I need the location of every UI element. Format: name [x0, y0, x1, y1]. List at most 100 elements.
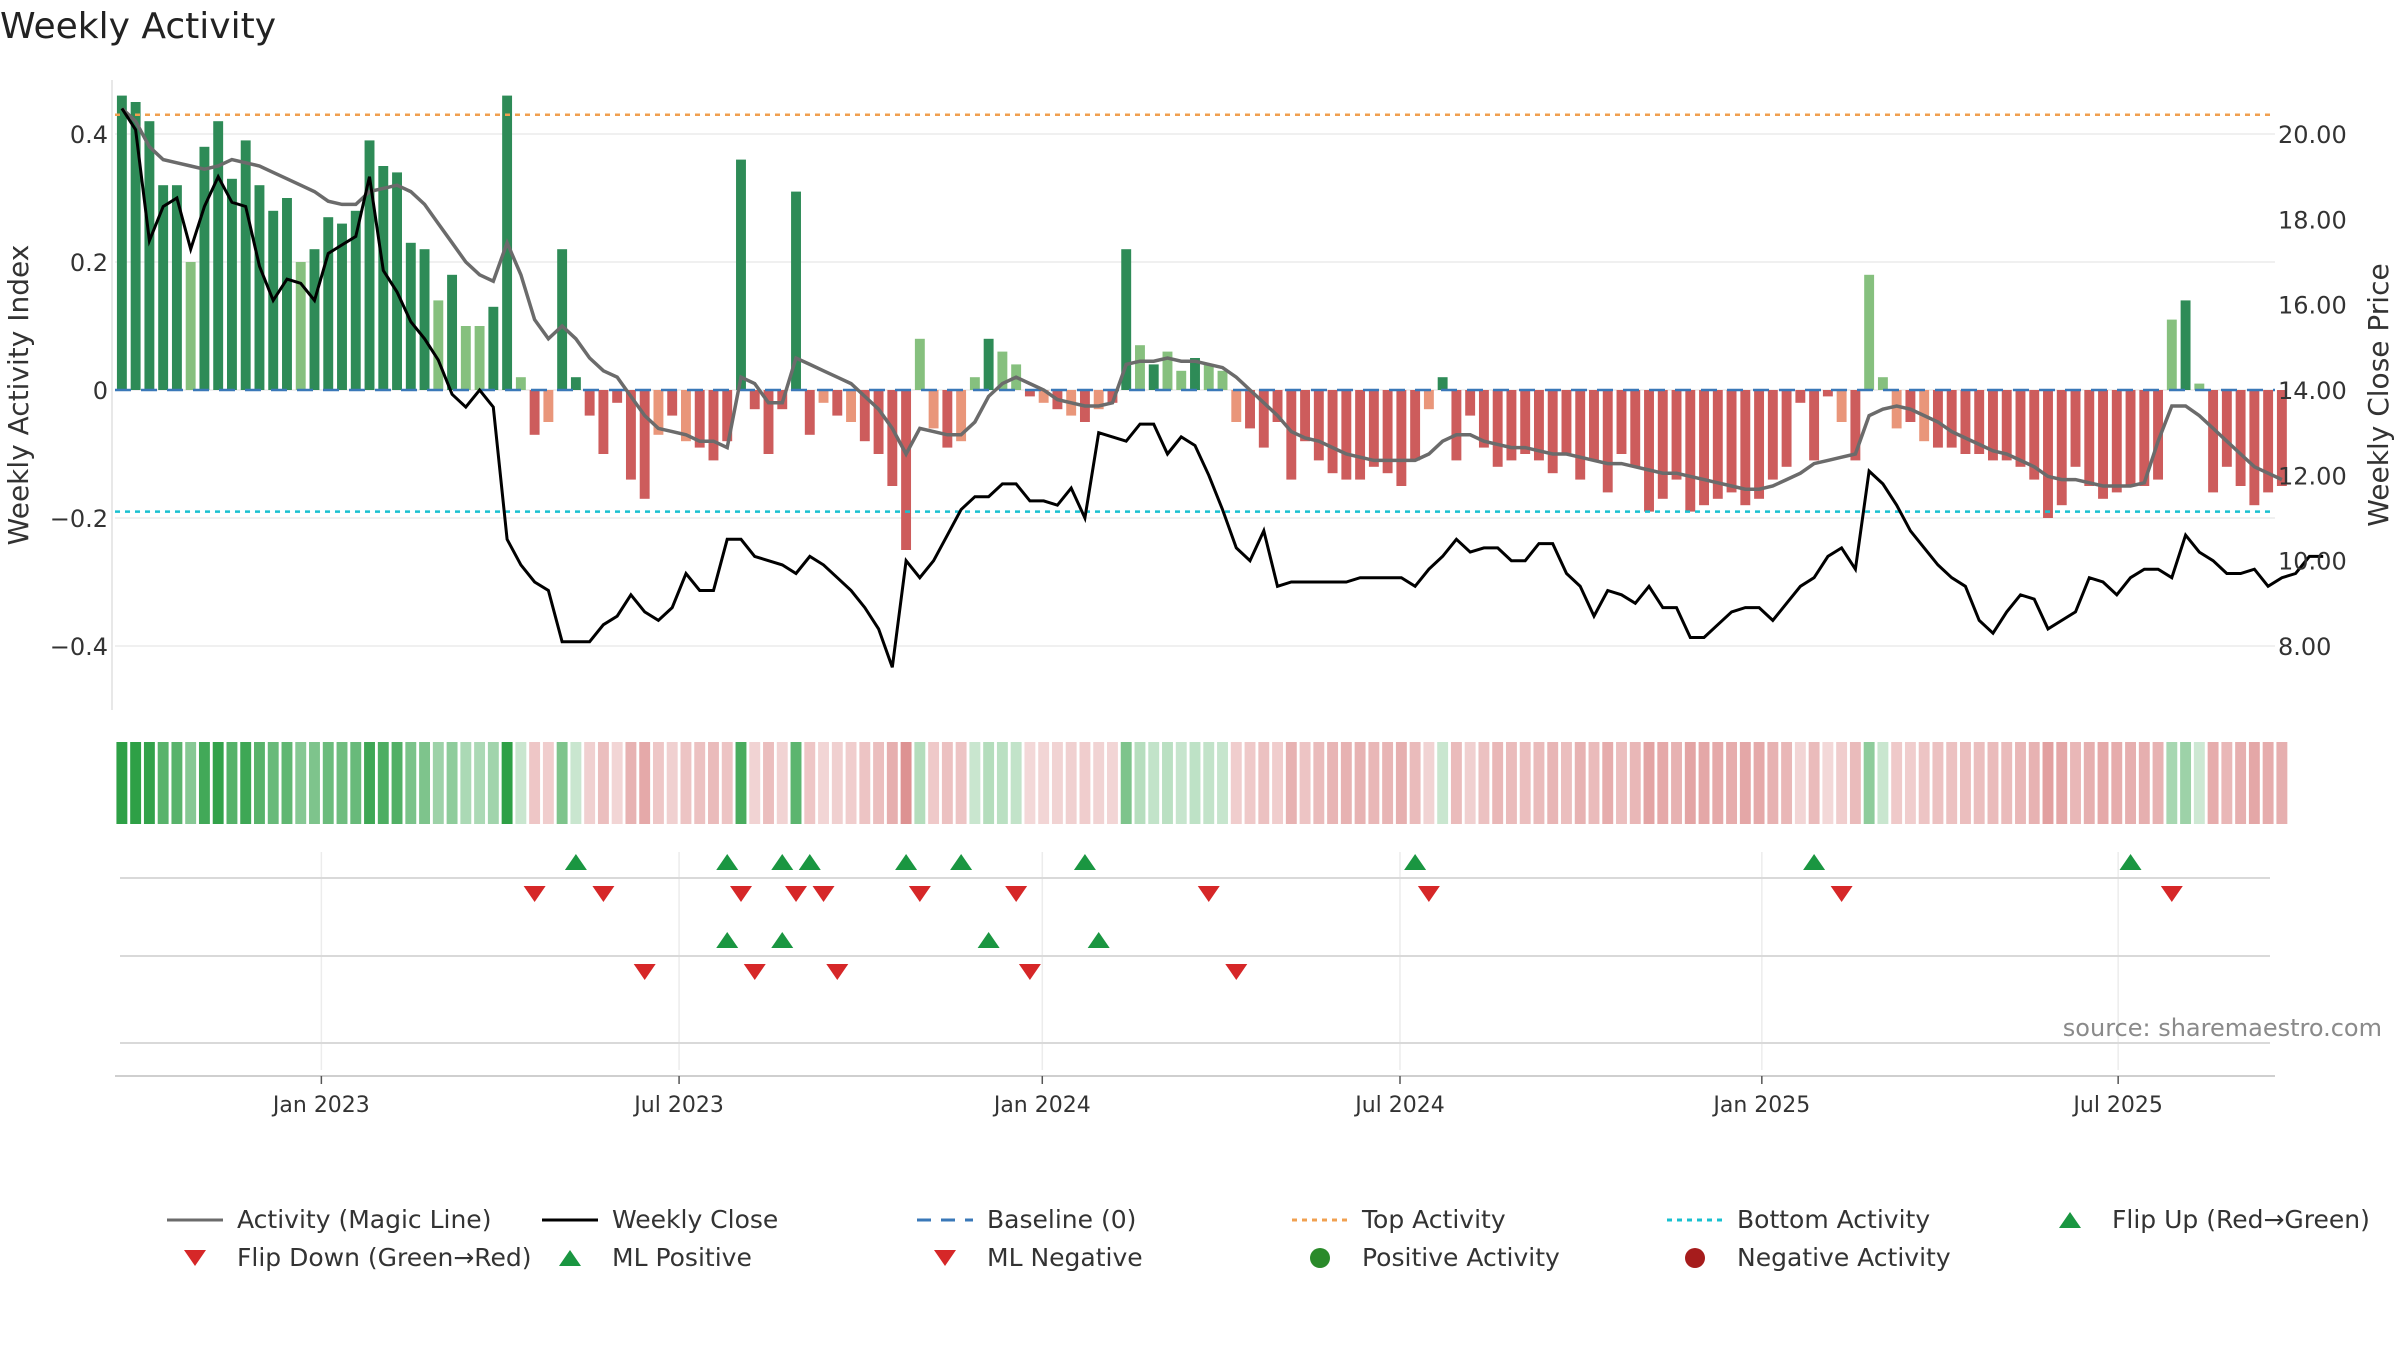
heat-cell — [2166, 742, 2178, 824]
y-tick-label: −0.4 — [50, 633, 108, 661]
activity-bar — [2043, 390, 2053, 518]
heat-cell — [1395, 742, 1407, 824]
activity-bar — [708, 390, 719, 461]
legend-label: Top Activity — [1362, 1205, 1506, 1234]
heat-cell — [625, 742, 637, 824]
activity-bar — [914, 338, 925, 390]
activity-bar — [2139, 390, 2150, 486]
heat-cell — [1877, 742, 1889, 824]
heat-cell — [597, 742, 609, 824]
heat-cell — [1574, 742, 1586, 824]
activity-bar — [1960, 390, 1971, 454]
y-tick-label: 0.4 — [70, 121, 108, 149]
activity-bar — [2276, 390, 2287, 486]
flip-down-marker — [2160, 886, 2183, 902]
heat-cell — [996, 742, 1008, 824]
heat-cell — [1671, 742, 1682, 824]
legend-item-baseline: Baseline (0) — [915, 1205, 1136, 1234]
heat-cell — [487, 742, 499, 824]
heat-cell — [2207, 742, 2219, 824]
legend-item-flip-down: Flip Down (Green→Red) — [165, 1243, 532, 1272]
activity-bar — [1740, 390, 1751, 506]
activity-bar — [1492, 390, 1503, 467]
activity-bar — [1190, 358, 1200, 390]
heat-cell — [143, 742, 155, 824]
heat-cell — [1946, 742, 1958, 824]
heat-cell — [818, 742, 829, 824]
activity-bar — [1355, 390, 1366, 480]
heat-cell — [1478, 742, 1490, 824]
top-activity-icon — [1292, 1218, 1348, 1221]
legend-item-positive-activity: Positive Activity — [1290, 1243, 1560, 1272]
activity-bar — [942, 390, 953, 448]
flip-down-marker — [908, 886, 931, 902]
activity-bar — [1616, 390, 1627, 454]
activity-bar — [2194, 383, 2205, 390]
activity-bar — [1932, 390, 1943, 448]
activity-bar — [625, 390, 636, 480]
activity-bar — [2249, 390, 2260, 506]
heat-cell — [1987, 742, 1999, 824]
flip-up-marker — [1803, 854, 1826, 870]
heat-cell — [267, 742, 279, 824]
legend-label: Negative Activity — [1737, 1243, 1951, 1272]
close-line-icon — [542, 1218, 598, 1221]
heat-cell — [350, 742, 362, 824]
activity-bar — [956, 390, 967, 442]
heat-cell — [2070, 742, 2081, 824]
triangle-up-icon — [559, 1249, 581, 1266]
activity-bar — [1423, 390, 1434, 410]
heat-cell — [1120, 742, 1132, 824]
activity-bar — [1286, 390, 1297, 480]
heat-cell — [680, 742, 692, 824]
heat-cell — [2193, 742, 2205, 824]
x-tick-label: Jul 2025 — [2071, 1093, 2163, 1118]
heat-cell — [171, 742, 183, 824]
heat-cell — [1739, 742, 1751, 824]
heat-cell — [1258, 742, 1270, 824]
activity-bar — [1891, 390, 1902, 429]
heat-cell — [2015, 742, 2026, 824]
heat-cell — [2276, 742, 2288, 824]
heat-cell — [763, 742, 774, 824]
heat-cell — [446, 742, 458, 824]
heat-cell — [1382, 742, 1394, 824]
heat-cell — [749, 742, 761, 824]
legend-label: Bottom Activity — [1737, 1205, 1931, 1234]
activity-bar — [832, 390, 843, 416]
activity-bar — [983, 338, 994, 390]
heat-cell — [735, 742, 747, 824]
activity-bar — [433, 300, 444, 390]
heat-cell — [845, 742, 857, 824]
heat-cell — [1492, 742, 1504, 824]
activity-bar — [749, 390, 760, 410]
activity-bar — [653, 390, 664, 435]
heat-cell — [1505, 742, 1517, 824]
heat-cell — [2248, 742, 2260, 824]
heat-cell — [873, 742, 885, 824]
y-tick-label: −0.2 — [50, 505, 108, 533]
activity-bar — [1217, 370, 1228, 390]
x-tick-label: Jul 2023 — [632, 1093, 724, 1118]
heat-cell — [336, 742, 348, 824]
legend-label: Flip Up (Red→Green) — [2112, 1205, 2370, 1234]
heat-cell — [1822, 742, 1834, 824]
activity-bar — [1093, 390, 1104, 410]
heat-cell — [405, 742, 417, 824]
activity-bar — [859, 390, 870, 442]
activity-bar — [1024, 390, 1035, 397]
magic-line — [120, 107, 2283, 491]
activity-bar — [1437, 377, 1448, 390]
heat-cell — [1849, 742, 1861, 824]
activity-bar — [612, 390, 623, 403]
legend: Activity (Magic Line) Weekly Close Basel… — [165, 1205, 2370, 1285]
flip-down-marker — [812, 886, 835, 902]
heat-cell — [928, 742, 940, 824]
activity-bar — [1905, 390, 1916, 422]
heat-cell — [1299, 742, 1311, 824]
heat-cell — [501, 742, 513, 824]
dot-icon — [1685, 1247, 1705, 1268]
legend-label: ML Positive — [612, 1243, 752, 1272]
activity-bar — [240, 140, 251, 390]
legend-label: Weekly Close — [612, 1205, 779, 1234]
